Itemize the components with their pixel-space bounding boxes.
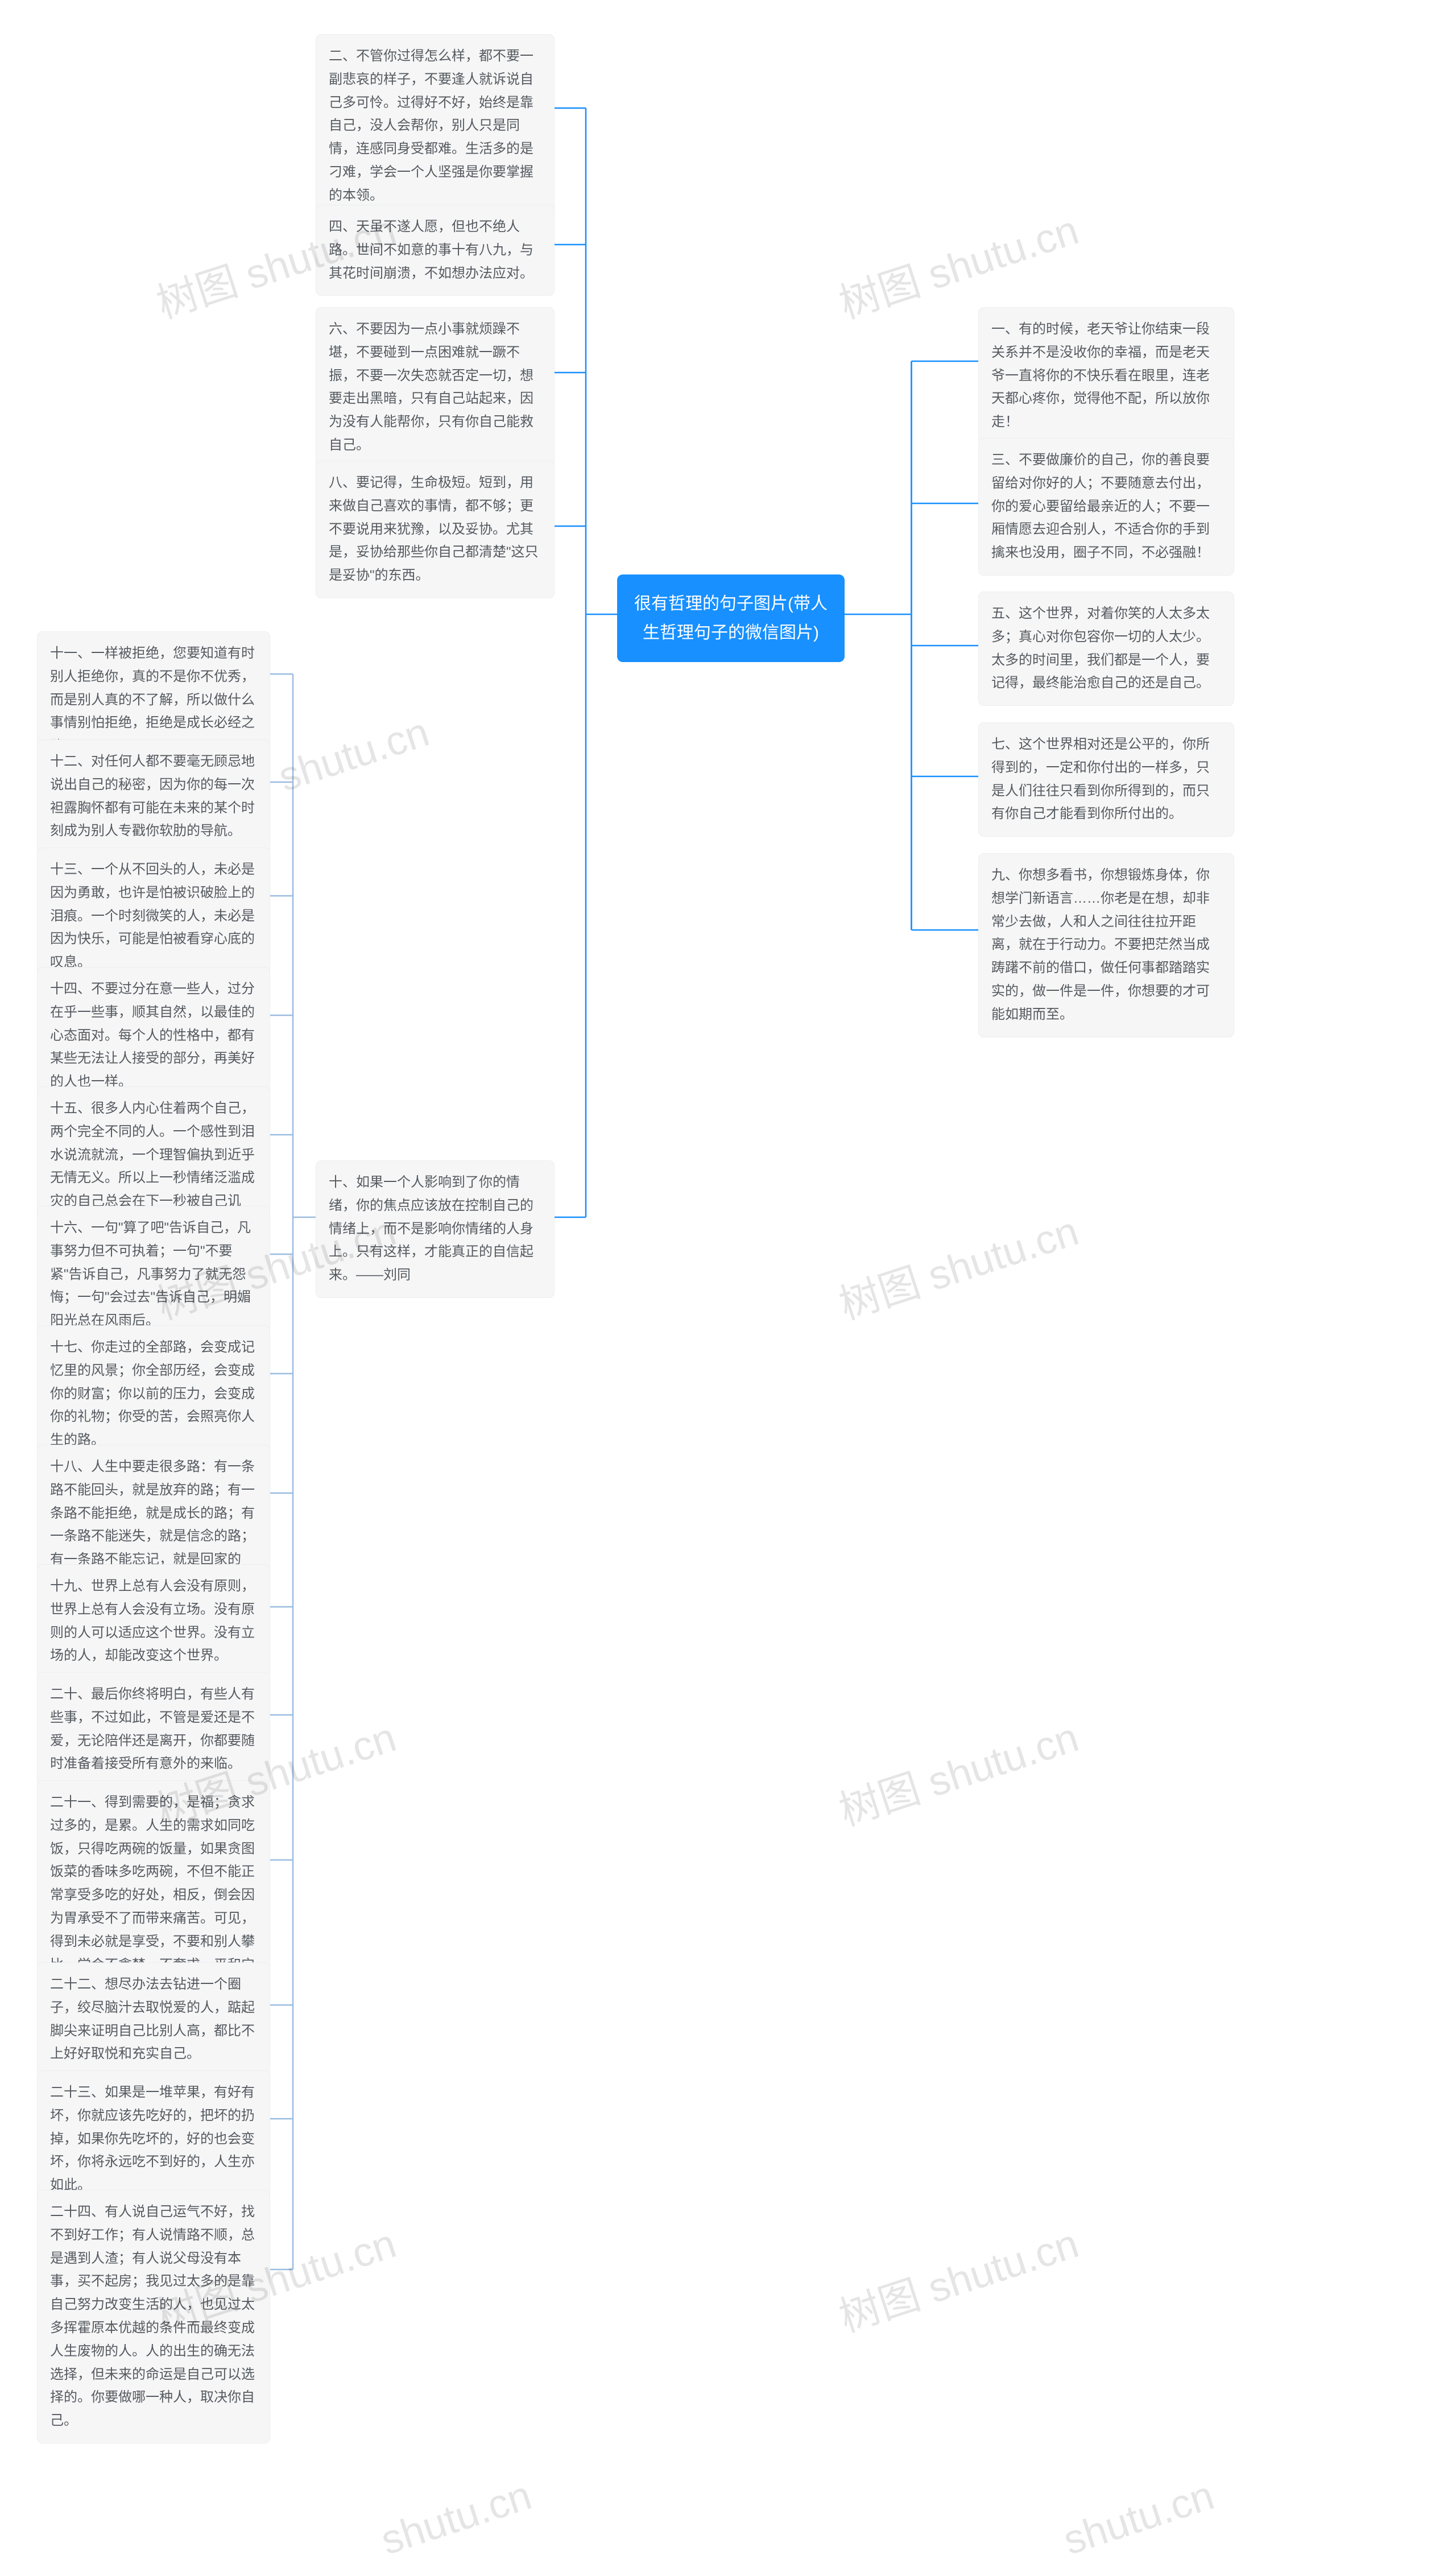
mindmap-node: 二十四、有人说自己运气不好，找不到好工作；有人说情路不顺，总是遇到人渣；有人说父… bbox=[37, 2190, 270, 2444]
mindmap-node: 七、这个世界相对还是公平的，你所得到的，一定和你付出的一样多，只是人们往往只看到… bbox=[978, 722, 1234, 837]
watermark: 树图 shutu.cn bbox=[830, 1704, 1085, 1837]
mindmap-node: 三、不要做廉价的自己，你的善良要留给对你好的人；不要随意去付出，你的爱心要留给最… bbox=[978, 438, 1234, 576]
mindmap-node: 十三、一个从不回头的人，未必是因为勇敢，也许是怕被识破脸上的泪痕。一个时刻微笑的… bbox=[37, 848, 270, 985]
watermark: 树图 shutu.cn bbox=[830, 1197, 1085, 1331]
watermark: shutu.cn bbox=[1058, 2472, 1219, 2559]
watermark: shutu.cn bbox=[273, 709, 435, 801]
mindmap-node: 二、不管你过得怎么样，都不要一副悲哀的样子，不要逢人就诉说自己多可怜。过得好不好… bbox=[316, 34, 555, 218]
mindmap-node: 十九、世界上总有人会没有原则，世界上总有人会没有立场。没有原则的人可以适应这个世… bbox=[37, 1564, 270, 1679]
mindmap-node: 五、这个世界，对着你笑的人太多太多；真心对你包容你一切的人太少。太多的时间里，我… bbox=[978, 592, 1234, 706]
mindmap-node: 十六、一句"算了吧"告诉自己，凡事努力但不可执着；一句"不要紧"告诉自己，凡事努… bbox=[37, 1206, 270, 1343]
mindmap-node: 十四、不要过分在意一些人，过分在乎一些事，顺其自然，以最佳的心态面对。每个人的性… bbox=[37, 967, 270, 1105]
mindmap-node: 二十、最后你终将明白，有些人有些事，不过如此，不管是爱还是不爱，无论陪伴还是离开… bbox=[37, 1672, 270, 1787]
mindmap-node: 十七、你走过的全部路，会变成记忆里的风景；你全部历经，会变成你的财富；你以前的压… bbox=[37, 1325, 270, 1463]
mindmap-node: 八、要记得，生命极短。短到，用来做自己喜欢的事情，都不够；更不要说用来犹豫，以及… bbox=[316, 461, 555, 598]
mindmap-node: 六、不要因为一点小事就烦躁不堪，不要碰到一点困难就一蹶不振，不要一次失恋就否定一… bbox=[316, 307, 555, 468]
mindmap-node: 一、有的时候，老天爷让你结束一段关系并不是没收你的幸福，而是老天爷一直将你的不快… bbox=[978, 307, 1234, 445]
mindmap-node: 十、如果一个人影响到了你的情绪，你的焦点应该放在控制自己的情绪上，而不是影响你情… bbox=[316, 1160, 555, 1298]
mindmap-canvas: 很有哲理的句子图片(带人生哲理句子的微信图片) 一、有的时候，老天爷让你结束一段关… bbox=[0, 0, 1456, 2559]
mindmap-node: 很有哲理的句子图片(带人生哲理句子的微信图片) bbox=[617, 574, 845, 662]
mindmap-node: 二十三、如果是一堆苹果，有好有坏，你就应该先吃好的，把坏的扔掉，如果你先吃坏的，… bbox=[37, 2070, 270, 2208]
mindmap-node: 九、你想多看书，你想锻炼身体，你想学门新语言……你老是在想，却非常少去做，人和人… bbox=[978, 853, 1234, 1037]
mindmap-node: 四、天虽不遂人愿，但也不绝人路。世间不如意的事十有八九，与其花时间崩溃，不如想办… bbox=[316, 205, 555, 296]
mindmap-node: 二十二、想尽办法去钻进一个圈子，绞尽脑汁去取悦爱的人，踮起脚尖来证明自己比别人高… bbox=[37, 1962, 270, 2077]
mindmap-node: 十二、对任何人都不要毫无顾忌地说出自己的秘密，因为你的每一次袒露胸怀都有可能在未… bbox=[37, 739, 270, 854]
watermark: 树图 shutu.cn bbox=[830, 2210, 1085, 2343]
watermark: shutu.cn bbox=[375, 2472, 537, 2559]
